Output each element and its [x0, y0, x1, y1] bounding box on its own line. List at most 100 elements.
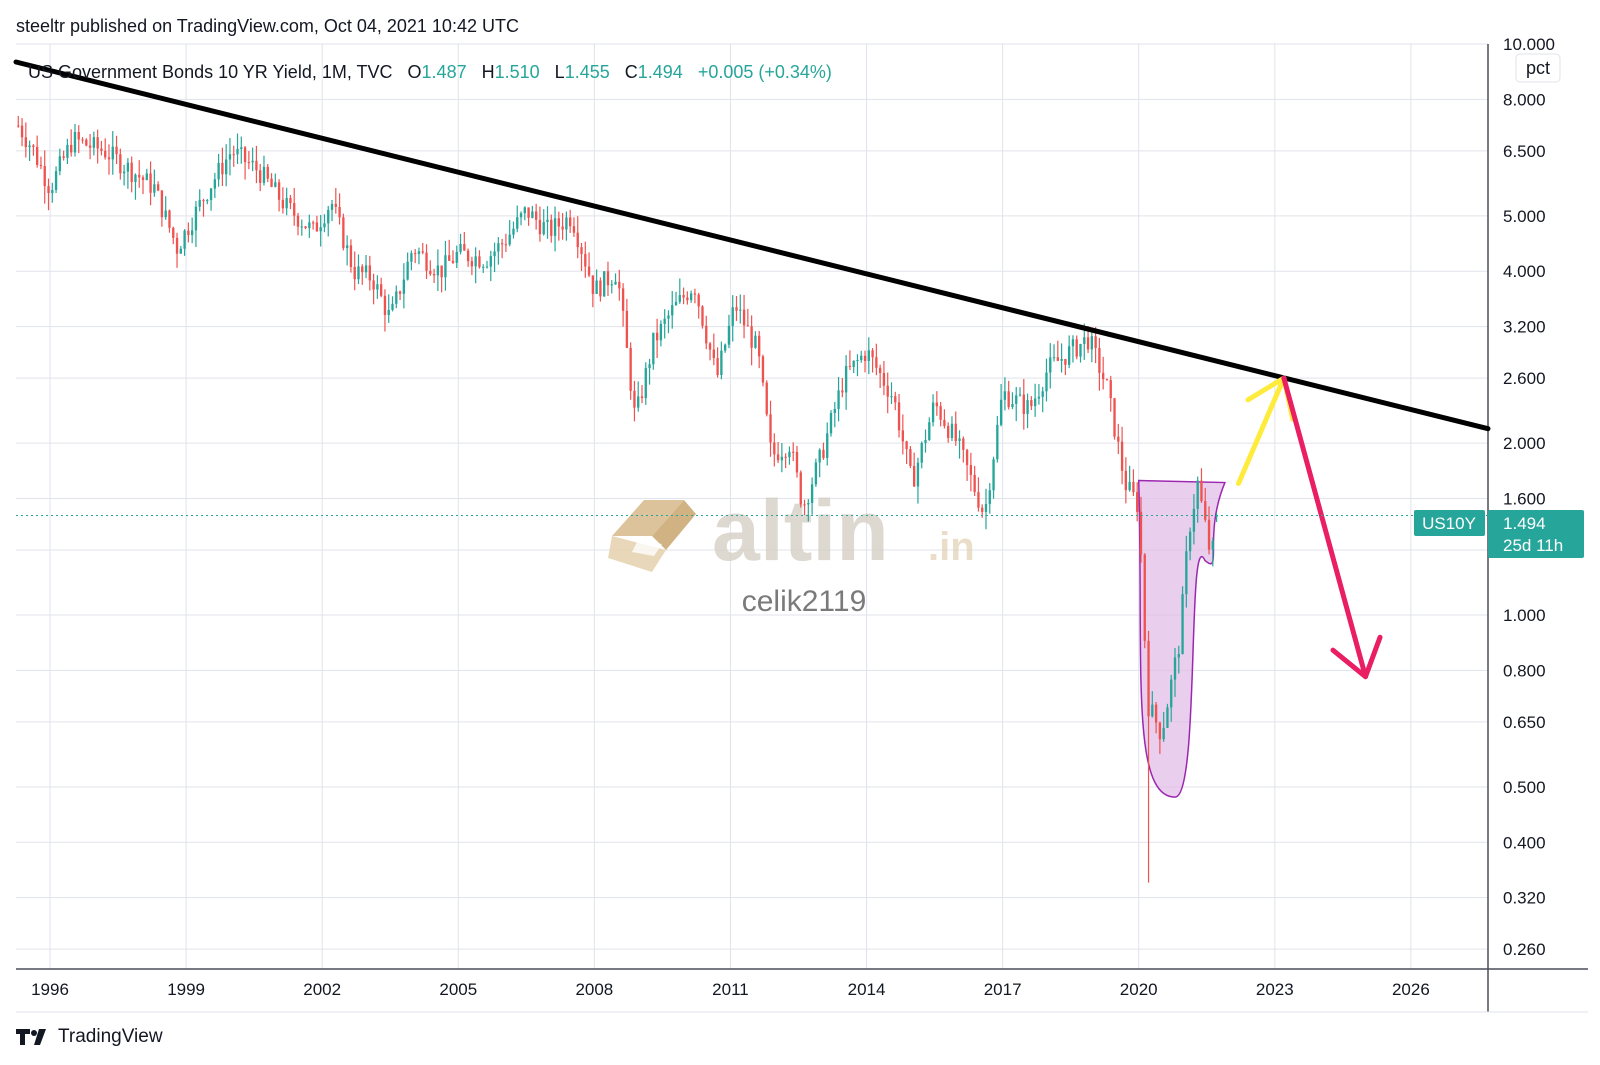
price-tick-label: 1.600: [1503, 489, 1546, 508]
candle-body: [629, 347, 632, 391]
candle-body: [803, 504, 806, 506]
price-tick-label: 0.400: [1503, 833, 1546, 852]
candle-body: [569, 217, 572, 227]
candle-body: [826, 433, 829, 458]
candle-body: [58, 156, 62, 172]
candle-body: [784, 456, 787, 458]
candle-body: [349, 245, 353, 267]
candle-body: [924, 440, 927, 444]
candle-body: [1181, 594, 1184, 655]
candle-body: [1056, 357, 1059, 361]
candle-body: [697, 294, 700, 307]
candle-body: [516, 217, 519, 229]
candle-body: [206, 200, 209, 202]
candle-body: [1211, 540, 1214, 550]
candle-body: [387, 309, 390, 316]
candle-body: [882, 372, 886, 386]
last-price-tags[interactable]: US10Y 1.494 25d 11h: [1414, 510, 1584, 558]
candle-body: [1113, 398, 1116, 437]
time-tick-label: 2020: [1120, 980, 1158, 999]
candle-body: [243, 147, 247, 163]
time-tick-label: 2008: [575, 980, 613, 999]
candle-body: [115, 146, 118, 155]
candle-body: [973, 474, 976, 493]
candle-body: [1102, 372, 1105, 380]
candle-body: [28, 145, 31, 148]
candle-body: [542, 222, 545, 235]
candle-body: [300, 226, 303, 228]
footer[interactable]: TradingView: [16, 1026, 163, 1048]
candle-body: [988, 490, 991, 505]
candle-body: [689, 293, 693, 301]
candle-body: [750, 326, 753, 348]
candle-body: [538, 219, 542, 235]
price-tick-label: 2.600: [1503, 369, 1546, 388]
price-tag-countdown: 25d 11h: [1503, 536, 1563, 555]
candle-body: [172, 227, 175, 238]
tradingview-logo-icon: [16, 1029, 46, 1045]
candle-body: [266, 166, 269, 179]
candle-body: [871, 350, 874, 358]
candle-body: [293, 203, 296, 216]
price-tick-label: 3.200: [1503, 318, 1546, 337]
candle-body: [1192, 508, 1196, 532]
candle-body: [780, 456, 784, 461]
candle-body: [1173, 657, 1177, 680]
candle-body: [111, 146, 114, 160]
candle-body: [599, 280, 602, 297]
candle-body: [878, 367, 882, 373]
candle-body: [1204, 501, 1207, 520]
candle-body: [296, 215, 300, 227]
candle-body: [459, 243, 462, 252]
candle-body: [463, 243, 466, 251]
candle-body: [319, 227, 322, 232]
candle-body: [890, 396, 893, 398]
time-tick-label: 2023: [1256, 980, 1294, 999]
candle-body: [546, 219, 549, 223]
candle-body: [769, 414, 772, 443]
price-tag-box[interactable]: [1488, 510, 1584, 558]
candle-body: [1033, 398, 1037, 407]
footer-brand: TradingView: [58, 1026, 163, 1047]
scale-unit-badge-box[interactable]: [1515, 53, 1561, 83]
candle-body: [534, 211, 538, 220]
candle-body: [739, 309, 742, 311]
candle-body: [247, 162, 251, 164]
candle-body: [77, 132, 80, 140]
candle-body: [962, 438, 965, 450]
symbol-tag-box[interactable]: [1414, 510, 1485, 536]
time-axis[interactable]: 1996 1999 2002 2005 2008 2011 2014 2017 2020 2023…: [31, 980, 1430, 999]
candle-body: [451, 260, 455, 263]
candle-body: [259, 170, 262, 183]
candle-body: [1200, 480, 1203, 502]
candlestick-series[interactable]: [17, 115, 1218, 883]
candle-body: [62, 156, 65, 158]
candle-body: [39, 164, 43, 167]
price-tick-label: 8.000: [1503, 90, 1546, 109]
candle-body: [799, 472, 802, 505]
candle-body: [81, 139, 84, 141]
projection-arrows[interactable]: [1236, 375, 1383, 680]
resistance-trendline[interactable]: [13, 59, 1491, 432]
legend-change: +0.005 (+0.34%): [698, 62, 832, 82]
candle-body: [655, 332, 659, 341]
candle-body: [837, 390, 840, 409]
candle-body: [504, 244, 508, 246]
plot-area[interactable]: [16, 44, 1488, 969]
price-tick-label: 10.000: [1503, 35, 1555, 54]
candle-body: [1177, 654, 1180, 658]
candle-body: [1041, 391, 1044, 397]
candle-body: [822, 449, 825, 458]
price-tick-label: 0.320: [1503, 889, 1546, 908]
candle-body: [202, 200, 205, 202]
candle-body: [1105, 379, 1109, 381]
time-tick-label: 1999: [167, 980, 205, 999]
candle-body: [145, 173, 148, 180]
price-axis[interactable]: 10.000 8.000 6.500 5.000 4.000 3.200 2.600 2.00…: [1503, 35, 1555, 959]
candle-body: [640, 396, 644, 399]
candle-body: [395, 291, 398, 304]
candle-body: [1139, 511, 1143, 555]
candle-body: [686, 297, 689, 301]
